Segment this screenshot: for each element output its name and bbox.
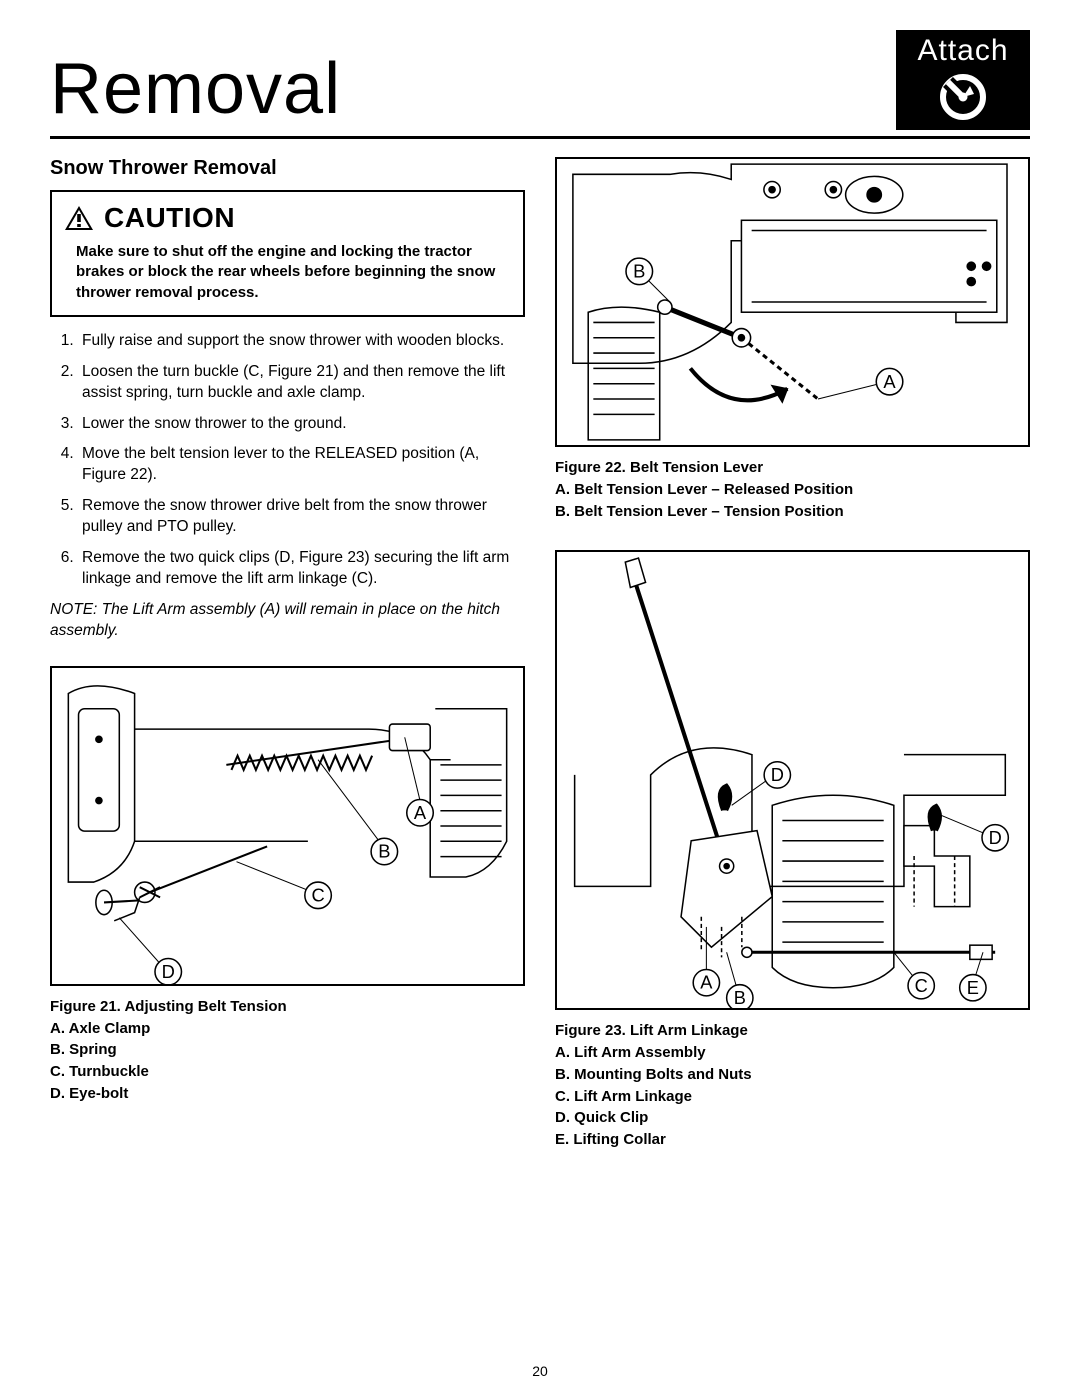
callout-label: E — [967, 977, 979, 998]
page-title: Removal — [50, 48, 341, 130]
page-header: Removal Attach — [50, 30, 1030, 139]
callout-label: A — [883, 371, 896, 392]
caption-line: D. Quick Clip — [555, 1107, 1030, 1129]
attach-badge-label: Attach — [896, 34, 1030, 68]
page-number: 20 — [0, 1363, 1080, 1379]
callout-label: A — [700, 972, 713, 993]
section-heading: Snow Thrower Removal — [50, 157, 525, 180]
warning-triangle-icon — [64, 205, 94, 231]
step-item: Remove the snow thrower drive belt from … — [78, 496, 525, 538]
caption-line: B. Spring — [50, 1039, 525, 1061]
caution-word: CAUTION — [104, 202, 235, 234]
step-item: Loosen the turn buckle (C, Figure 21) an… — [78, 362, 525, 404]
caution-text: Make sure to shut off the engine and loc… — [64, 242, 511, 303]
caption-line: B. Mounting Bolts and Nuts — [555, 1064, 1030, 1086]
attach-badge: Attach — [896, 30, 1030, 130]
caption-line: B. Belt Tension Lever – Tension Position — [555, 501, 1030, 523]
caption-line: A. Belt Tension Lever – Released Positio… — [555, 479, 1030, 501]
note-text: NOTE: The Lift Arm assembly (A) will rem… — [50, 600, 525, 642]
callout-label: D — [989, 827, 1002, 848]
caption-line: C. Turnbuckle — [50, 1061, 525, 1083]
step-item: Move the belt tension lever to the RELEA… — [78, 444, 525, 486]
steps-list: Fully raise and support the snow thrower… — [50, 331, 525, 590]
step-item: Lower the snow thrower to the ground. — [78, 414, 525, 435]
figure-23: D D A B C — [555, 550, 1030, 1010]
figure-21: A B C D — [50, 666, 525, 986]
caption-title: Figure 21. Adjusting Belt Tension — [50, 996, 525, 1018]
caption-title: Figure 23. Lift Arm Linkage — [555, 1020, 1030, 1042]
caption-line: A. Axle Clamp — [50, 1018, 525, 1040]
figure-21-illustration: A B C D — [52, 668, 523, 984]
callout-label: B — [378, 840, 390, 861]
callout-label: A — [414, 802, 427, 823]
callout-label: D — [162, 961, 175, 982]
caution-header: CAUTION — [64, 202, 511, 234]
step-item: Remove the two quick clips (D, Figure 23… — [78, 548, 525, 590]
left-column: Snow Thrower Removal CAUTION Make sure t… — [50, 157, 525, 1151]
step-item: Fully raise and support the snow thrower… — [78, 331, 525, 352]
figure-22-caption: Figure 22. Belt Tension Lever A. Belt Te… — [555, 457, 1030, 522]
figure-21-caption: Figure 21. Adjusting Belt Tension A. Axl… — [50, 996, 525, 1105]
figure-23-illustration: D D A B C — [557, 552, 1028, 1008]
caption-line: E. Lifting Collar — [555, 1129, 1030, 1151]
callout-label: D — [771, 764, 784, 785]
attach-icon — [934, 72, 992, 122]
callout-label: C — [311, 884, 324, 905]
figure-23-caption: Figure 23. Lift Arm Linkage A. Lift Arm … — [555, 1020, 1030, 1151]
caution-box: CAUTION Make sure to shut off the engine… — [50, 190, 525, 317]
right-column: B A Figure 22. Belt Tension Lever A. Bel… — [555, 157, 1030, 1151]
figure-22-illustration: B A — [557, 159, 1028, 445]
callout-label: C — [915, 975, 928, 996]
callout-label: B — [734, 987, 746, 1008]
content-columns: Snow Thrower Removal CAUTION Make sure t… — [50, 157, 1030, 1151]
caption-line: A. Lift Arm Assembly — [555, 1042, 1030, 1064]
callout-label: B — [633, 260, 645, 281]
figure-22: B A — [555, 157, 1030, 447]
caption-line: C. Lift Arm Linkage — [555, 1086, 1030, 1108]
caption-title: Figure 22. Belt Tension Lever — [555, 457, 1030, 479]
caption-line: D. Eye-bolt — [50, 1083, 525, 1105]
